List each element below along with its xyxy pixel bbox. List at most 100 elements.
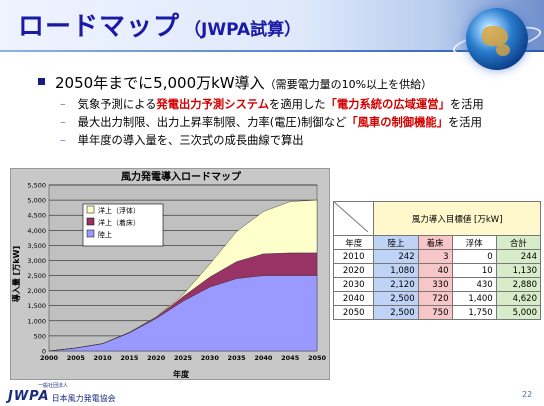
table-cell: 720 xyxy=(417,291,453,306)
table-cell: 750 xyxy=(417,305,453,320)
x-tick-label: 2040 xyxy=(254,354,273,362)
table-cell: 1,080 xyxy=(373,263,419,278)
sub-bullet-highlight: 「風車の制御機能」 xyxy=(346,116,448,129)
sub-bullet-2: – 最大出力制限、出力上昇率制限、力率(電圧)制御など「風車の制御機能」を活用 xyxy=(60,114,482,130)
table-title-row: 風力導入目標値 [万kW] xyxy=(332,201,541,236)
x-tick-label: 2020 xyxy=(147,354,166,362)
globe-land-shape xyxy=(496,44,510,56)
table-cell: 2050 xyxy=(332,305,375,320)
x-tick-label: 2030 xyxy=(201,354,220,362)
table-header-land: 陸上 xyxy=(373,235,419,250)
legend-label: 洋上（浮体） xyxy=(98,206,140,215)
y-tick-label: 0 xyxy=(42,348,46,356)
x-tick-label: 2050 xyxy=(308,354,327,362)
logo-org-type: 一般社団法人 xyxy=(38,383,69,389)
slide-title: ロードマップ （JWPA試算） xyxy=(18,6,301,46)
table-header-year: 年度 xyxy=(332,235,375,250)
legend-label: 洋上（着床） xyxy=(98,218,140,227)
sub-bullet-highlight: 発電出力予測システム xyxy=(156,98,270,111)
table-cell: 2020 xyxy=(332,263,375,278)
square-bullet-icon xyxy=(38,78,45,85)
table-row: 2050 2,500 750 1,750 5,000 xyxy=(332,305,542,320)
y-tick-label: 2,000 xyxy=(27,287,46,295)
area-series-3 xyxy=(48,199,318,352)
y-tick-label: 3,500 xyxy=(27,242,46,250)
dash-bullet-icon: – xyxy=(60,116,66,129)
table-cell: 1,400 xyxy=(451,291,497,306)
globe-icon xyxy=(466,8,528,70)
table-cell: 5,000 xyxy=(495,305,542,320)
sub-bullet-text: 気象予測による xyxy=(77,98,157,111)
sub-bullet-text: を活用 xyxy=(448,116,482,129)
table-row: 2020 1,080 40 10 1,130 xyxy=(332,263,542,278)
y-tick-label: 5,000 xyxy=(27,197,46,205)
table-cell: 2,500 xyxy=(373,291,419,306)
sub-bullet-text: 最大出力制限、出力上昇率制限、力率(電圧)制御など xyxy=(77,116,347,129)
table-cell: 4,620 xyxy=(495,291,542,306)
target-table: 風力導入目標値 [万kW] 年度 陸上 着床 浮体 合計 2010 242 3 0 24… xyxy=(332,201,542,325)
dash-bullet-icon: – xyxy=(60,98,66,111)
title-sub: （JWPA試算） xyxy=(184,20,302,40)
legend-swatch xyxy=(86,205,95,214)
sub-bullet-3: – 単年度の導入量を、三次式の成長曲線で算出 xyxy=(60,132,304,148)
table-header-float: 浮体 xyxy=(451,235,497,250)
table-row: 2040 2,500 720 1,400 4,620 xyxy=(332,291,542,306)
x-tick-label: 2005 xyxy=(67,354,86,362)
chart-canvas: 風力発電導入ロードマップ 導入量 [万kW] 年度 0 500 1,000 1,500… xyxy=(11,170,327,379)
main-bullet-note: （需要電力量の10%以上を供給） xyxy=(264,78,433,91)
x-tick-label: 2015 xyxy=(120,354,139,362)
table-cell: 2,120 xyxy=(373,277,419,292)
table-row: 2010 242 3 0 244 xyxy=(332,249,542,264)
y-tick-label: 3,000 xyxy=(27,257,46,265)
x-tick-label: 2045 xyxy=(281,354,300,362)
sub-bullet-text: を適用した xyxy=(269,98,326,111)
globe-land-shape xyxy=(482,26,508,46)
diagonal-line xyxy=(334,202,368,232)
roadmap-chart: 風力発電導入ロードマップ 導入量 [万kW] 年度 0 500 1,000 1,500… xyxy=(10,168,330,380)
legend-swatch xyxy=(86,217,95,226)
dash-bullet-icon: – xyxy=(60,134,66,147)
logo-text: JWPA xyxy=(8,389,50,404)
table-header-fixed: 着床 xyxy=(417,235,453,250)
y-tick-label: 1,500 xyxy=(27,302,46,310)
page-number: 22 xyxy=(522,390,533,399)
table-header-total: 合計 xyxy=(495,235,542,250)
y-tick-label: 2,500 xyxy=(27,272,46,280)
x-tick-label: 2025 xyxy=(174,354,193,362)
table-header-row: 年度 陸上 着床 浮体 合計 xyxy=(332,235,542,250)
table-cell: 0 xyxy=(451,249,497,264)
y-tick-label: 4,000 xyxy=(27,227,46,235)
sub-bullet-highlight: 「電力系統の広域運営」 xyxy=(325,98,450,111)
sub-bullet-text: を活用 xyxy=(449,98,484,111)
logo-org-name: 日本風力発電協会 xyxy=(51,394,116,403)
table-cell: 10 xyxy=(451,263,497,278)
table-cell: 330 xyxy=(417,277,453,292)
table-cell: 1,750 xyxy=(451,305,497,320)
table-cell: 2010 xyxy=(332,249,375,264)
table-cell: 1,130 xyxy=(495,263,542,278)
main-bullet: 2050年までに5,000万kW導入（需要電力量の10%以上を供給） xyxy=(38,72,432,93)
x-tick-label: 2000 xyxy=(40,354,59,362)
title-bar: ロードマップ （JWPA試算） xyxy=(0,0,544,52)
table-cell: 244 xyxy=(495,249,542,264)
table-cell: 2030 xyxy=(332,277,375,292)
table-cell: 242 xyxy=(373,249,419,264)
sub-bullet-text: 単年度の導入量を、三次式の成長曲線で算出 xyxy=(77,134,304,147)
legend-swatch xyxy=(86,229,95,238)
chart-xlabel: 年度 xyxy=(173,369,190,379)
x-tick-label: 2035 xyxy=(228,354,247,362)
target-table-grid: 風力導入目標値 [万kW] 年度 陸上 着床 浮体 合計 2010 242 3 0 24… xyxy=(332,201,542,320)
y-tick-label: 500 xyxy=(34,332,46,340)
table-cell: 2040 xyxy=(332,291,375,306)
table-cell: 2,500 xyxy=(373,305,419,320)
table-cell: 430 xyxy=(451,277,497,292)
table-title: 風力導入目標値 [万kW] xyxy=(373,201,541,236)
x-tick-label: 2010 xyxy=(94,354,113,362)
title-main: ロードマップ xyxy=(18,12,181,42)
table-cell: 40 xyxy=(417,263,453,278)
chart-ylabel: 導入量 [万kW] xyxy=(11,246,21,302)
title-underline xyxy=(0,50,544,52)
table-cell: 3 xyxy=(417,249,453,264)
sub-bullet-1: – 気象予測による発電出力予測システムを適用した「電力系統の広域運営」を活用 xyxy=(60,96,484,112)
y-tick-label: 4,500 xyxy=(27,212,46,220)
